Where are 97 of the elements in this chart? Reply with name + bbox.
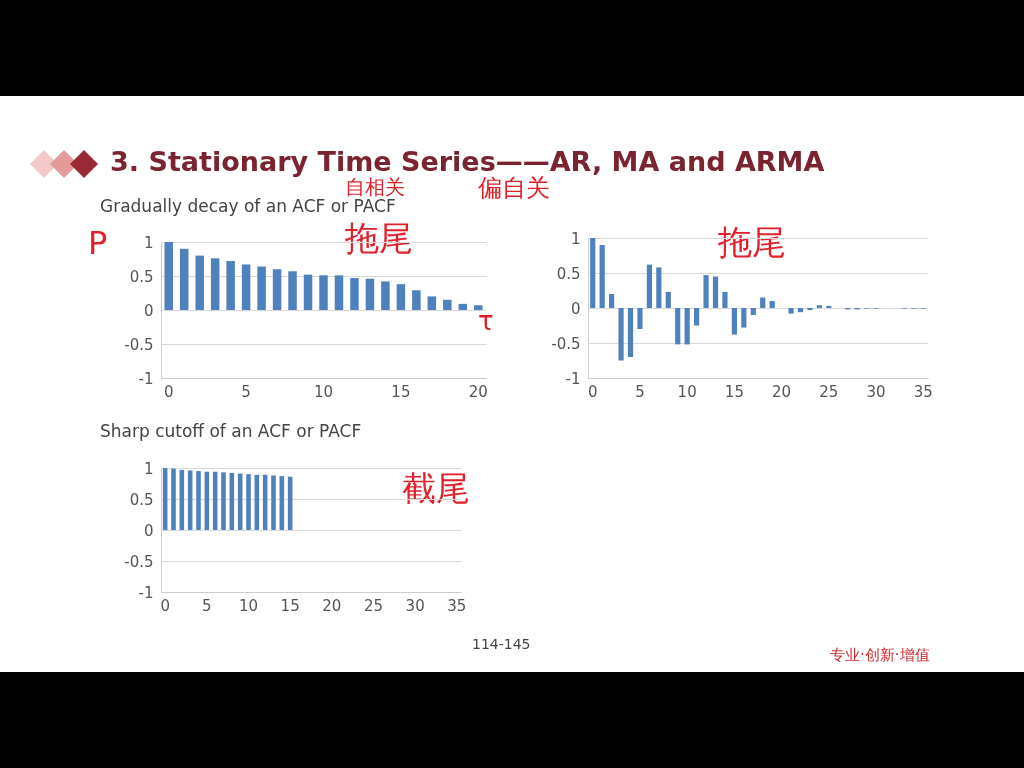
bar <box>458 303 468 310</box>
text: 专业·创新·增值 <box>830 646 930 665</box>
y-tick-label: 0 <box>143 521 154 540</box>
chart-subtitle: Gradually decay of an ACF or PACF <box>100 196 396 216</box>
text: 114-145 <box>472 636 531 652</box>
bar <box>350 278 359 310</box>
bar <box>684 308 690 345</box>
x-tick-label: 0 <box>163 382 174 401</box>
annotation: 拖尾 <box>345 217 413 260</box>
text: 自相关 <box>345 175 405 199</box>
bar <box>272 269 282 310</box>
bar <box>195 255 204 310</box>
bar <box>241 264 251 310</box>
y-tick-label: -0.5 <box>124 552 154 571</box>
chart-title: 3. Stationary Time Series——AR, MA and ARMA <box>110 146 825 177</box>
bar <box>179 248 189 310</box>
bar <box>656 267 662 308</box>
text: P <box>88 224 108 262</box>
bar <box>816 305 822 308</box>
chart-title: Sharp cutoff of an ACF or PACF <box>100 421 362 441</box>
bar <box>365 278 375 310</box>
y-tick-label: 0 <box>143 301 154 320</box>
bar <box>788 308 794 314</box>
bar <box>618 308 624 361</box>
bar <box>164 242 173 310</box>
y-tick-label: 0.5 <box>556 264 581 283</box>
y-tick-label: -0.5 <box>124 335 154 354</box>
y-tick-label: -0.5 <box>551 334 581 353</box>
x-tick-label: 10 <box>313 382 334 401</box>
x-tick-label: 20 <box>772 382 792 401</box>
bar <box>257 266 266 310</box>
bar <box>750 308 756 315</box>
y-tick-label: -1 <box>138 583 154 602</box>
bar <box>627 308 634 357</box>
bar <box>210 258 220 310</box>
bar <box>675 308 681 345</box>
bar <box>288 271 297 310</box>
bar <box>731 308 737 335</box>
y-tick-label: 1 <box>570 229 581 248</box>
bar <box>334 275 344 310</box>
x-tick-label: 25 <box>819 382 839 401</box>
y-tick-label: 0.5 <box>129 490 154 509</box>
x-tick-label: 5 <box>635 382 645 401</box>
y-tick-label: 1 <box>143 459 154 478</box>
text: 偏自关 <box>478 174 550 204</box>
bar <box>703 275 709 308</box>
x-tick-label: 20 <box>322 596 342 615</box>
x-tick-label: 10 <box>677 382 697 401</box>
bar <box>381 281 390 310</box>
bar <box>760 297 766 308</box>
bar <box>590 238 596 308</box>
bar <box>769 301 775 308</box>
bar <box>303 274 313 310</box>
annotation: τ <box>478 306 494 336</box>
bar <box>427 296 437 310</box>
x-tick-label: 5 <box>241 382 251 401</box>
bar <box>807 308 813 311</box>
x-tick-label: 15 <box>391 382 411 401</box>
bar <box>196 471 201 530</box>
x-tick-label: 15 <box>280 596 300 615</box>
bar <box>712 276 719 308</box>
bar <box>396 284 406 310</box>
bar <box>599 245 605 308</box>
bar <box>271 475 276 530</box>
y-tick-label: -1 <box>138 369 154 388</box>
x-tick-label: 10 <box>238 596 259 615</box>
bar <box>319 275 328 310</box>
x-tick-label: 15 <box>724 382 744 401</box>
bar <box>246 474 251 530</box>
bar <box>474 305 483 310</box>
x-tick-label: 30 <box>866 382 886 401</box>
x-tick-label: 35 <box>447 596 467 615</box>
x-tick-label: 0 <box>587 382 598 401</box>
bar <box>412 290 421 310</box>
bar <box>694 308 700 326</box>
bar <box>226 261 235 310</box>
bar <box>797 308 804 313</box>
x-tick-label: 20 <box>468 382 488 401</box>
bar <box>609 294 615 308</box>
bar <box>665 291 671 308</box>
bar <box>637 308 643 329</box>
x-tick-label: 0 <box>160 596 170 615</box>
bar <box>741 308 747 328</box>
bar <box>646 264 652 308</box>
bar <box>221 472 226 530</box>
x-tick-label: 5 <box>202 596 212 615</box>
bar <box>826 305 832 308</box>
y-tick-label: -1 <box>565 369 581 388</box>
bar <box>171 468 176 530</box>
x-tick-label: 30 <box>405 596 425 615</box>
y-tick-label: 1 <box>143 233 154 252</box>
bar <box>722 291 728 308</box>
bar <box>443 299 452 310</box>
y-tick-label: 0.5 <box>129 267 154 286</box>
x-tick-label: 25 <box>363 596 384 615</box>
y-tick-label: 0 <box>570 299 581 318</box>
x-tick-label: 35 <box>913 382 933 401</box>
